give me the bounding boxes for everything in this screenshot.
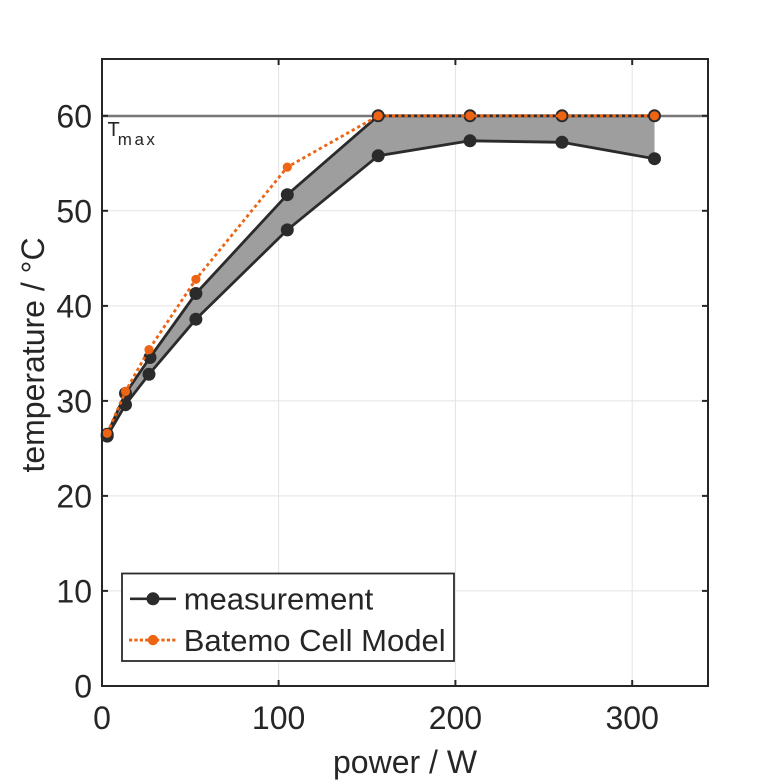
svg-text:20: 20	[56, 478, 92, 514]
svg-text:0: 0	[93, 700, 111, 736]
svg-text:power / W: power / W	[333, 744, 478, 780]
svg-text:T: T	[108, 119, 120, 141]
svg-text:Batemo Cell Model: Batemo Cell Model	[184, 623, 446, 658]
svg-text:100: 100	[252, 700, 305, 736]
svg-text:40: 40	[56, 288, 92, 324]
svg-text:200: 200	[429, 700, 482, 736]
svg-text:temperature / °C: temperature / °C	[15, 237, 51, 472]
svg-text:10: 10	[56, 573, 92, 609]
svg-text:50: 50	[56, 193, 92, 229]
svg-text:0: 0	[74, 669, 92, 705]
svg-text:max: max	[118, 130, 158, 149]
svg-text:30: 30	[56, 383, 92, 419]
svg-text:measurement: measurement	[184, 582, 374, 617]
svg-text:300: 300	[606, 700, 659, 736]
svg-text:60: 60	[56, 98, 92, 134]
